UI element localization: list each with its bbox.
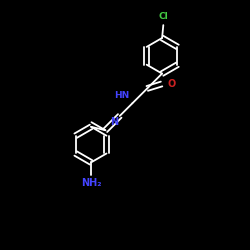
Text: O: O: [167, 79, 175, 89]
Text: HN: HN: [114, 91, 130, 100]
Text: Cl: Cl: [158, 12, 168, 21]
Text: NH₂: NH₂: [81, 178, 101, 188]
Text: N: N: [110, 117, 118, 127]
